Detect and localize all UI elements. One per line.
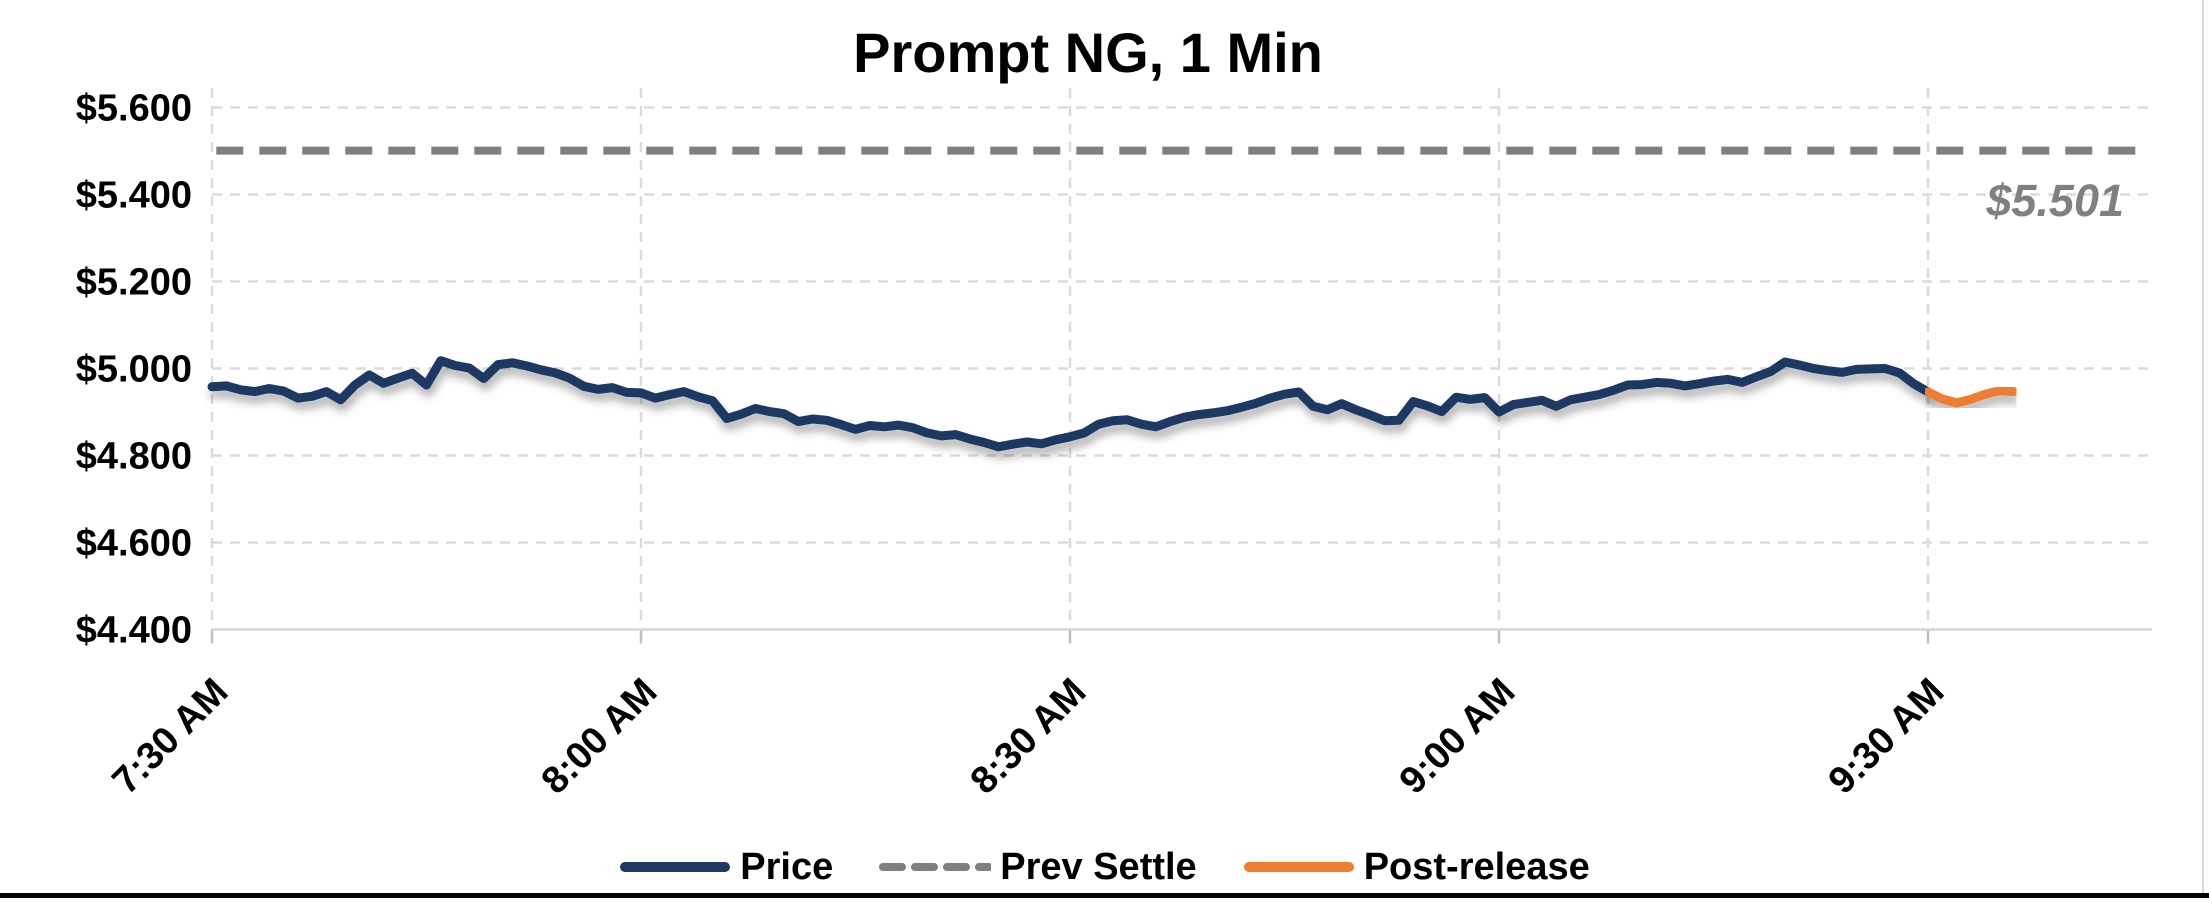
post-release-line: [1923, 386, 2019, 408]
y-tick-label: $5.000: [76, 349, 192, 391]
y-tick-label: $5.200: [76, 262, 192, 304]
legend: Price Prev Settle Post-release: [0, 838, 2209, 896]
x-tick-label: 9:30 AM: [1821, 671, 1953, 803]
prev-settle-annotation: $5.501: [1985, 175, 2124, 226]
y-tick-label: $4.800: [76, 436, 192, 478]
y-tick-label: $5.400: [76, 175, 192, 217]
legend-label-prev-settle: Prev Settle: [1000, 845, 1197, 888]
sheet-right-border: [2202, 0, 2204, 893]
sheet-bottom-border: [0, 893, 2209, 898]
legend-item-prev-settle: Prev Settle: [879, 845, 1197, 889]
x-tick-label: 7:30 AM: [105, 671, 237, 803]
price-line-sample-icon: [620, 862, 731, 872]
prev-settle-line-sample-icon: [879, 863, 992, 871]
price-line: [207, 356, 1933, 452]
gridlines: [210, 88, 2152, 644]
series-lines: [207, 146, 2149, 452]
y-tick-label: $5.600: [76, 88, 192, 130]
legend-item-post-release: Post-release: [1243, 846, 1590, 889]
y-tick-label: $4.400: [76, 610, 192, 652]
x-tick-label: 9:00 AM: [1392, 671, 1524, 803]
chart-title: Prompt NG, 1 Min: [853, 21, 1323, 84]
legend-label-price: Price: [740, 845, 834, 888]
post-release-line-sample-icon: [1243, 862, 1354, 872]
x-tick-label: 8:00 AM: [534, 671, 666, 803]
legend-item-price: Price: [619, 846, 833, 889]
y-tick-label: $4.600: [76, 523, 192, 565]
x-tick-label: 8:30 AM: [963, 671, 1095, 803]
legend-label-post-release: Post-release: [1363, 845, 1590, 888]
